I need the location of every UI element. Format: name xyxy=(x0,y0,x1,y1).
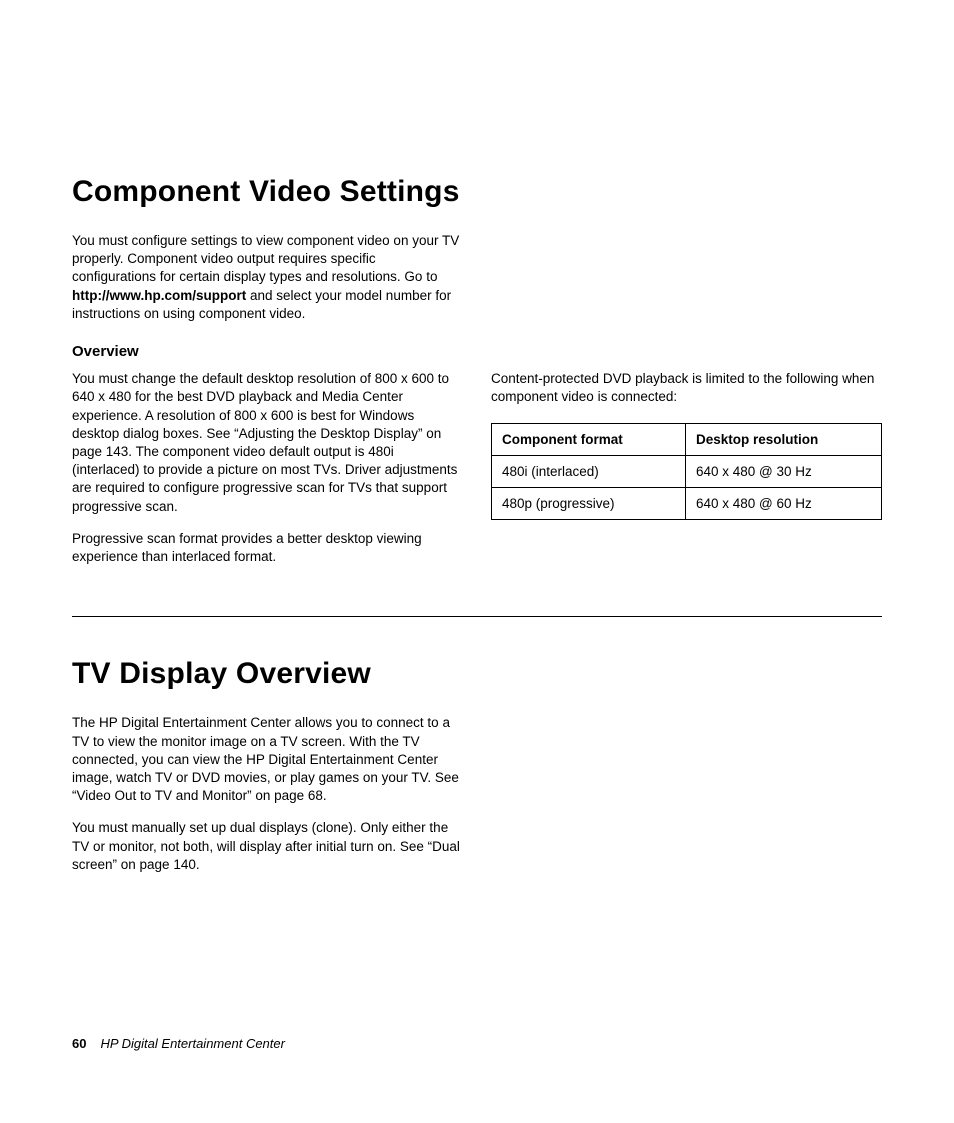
th-resolution: Desktop resolution xyxy=(685,423,881,455)
section1-intro-col-right xyxy=(491,232,882,337)
section1-intro-paragraph: You must configure settings to view comp… xyxy=(72,232,463,323)
section2-p2: You must manually set up dual displays (… xyxy=(72,819,463,874)
overview-p1: You must change the default desktop reso… xyxy=(72,370,463,516)
right-intro: Content-protected DVD playback is limite… xyxy=(491,370,882,406)
section1-intro-col-left: You must configure settings to view comp… xyxy=(72,232,463,337)
td-format: 480p (progressive) xyxy=(492,487,686,519)
section-divider xyxy=(72,616,882,617)
footer-title: HP Digital Entertainment Center xyxy=(100,1036,285,1051)
table-row: 480p (progressive) 640 x 480 @ 60 Hz xyxy=(492,487,882,519)
overview-heading: Overview xyxy=(72,343,882,360)
td-resolution: 640 x 480 @ 30 Hz xyxy=(685,455,881,487)
section2-title: TV Display Overview xyxy=(72,657,882,690)
overview-right-col: Content-protected DVD playback is limite… xyxy=(491,370,882,580)
overview-p2: Progressive scan format provides a bette… xyxy=(72,530,463,566)
table-header-row: Component format Desktop resolution xyxy=(492,423,882,455)
page-number: 60 xyxy=(72,1036,86,1051)
td-format: 480i (interlaced) xyxy=(492,455,686,487)
intro-text-a: You must configure settings to view comp… xyxy=(72,233,459,284)
section2-right-col xyxy=(491,714,882,888)
section2-left-col: The HP Digital Entertainment Center allo… xyxy=(72,714,463,888)
th-format: Component format xyxy=(492,423,686,455)
component-format-table: Component format Desktop resolution 480i… xyxy=(491,423,882,520)
overview-left-col: You must change the default desktop reso… xyxy=(72,370,463,580)
section2-p1: The HP Digital Entertainment Center allo… xyxy=(72,714,463,805)
section1-title: Component Video Settings xyxy=(72,175,882,208)
page-footer: 60 HP Digital Entertainment Center xyxy=(72,1036,285,1051)
page-content: Component Video Settings You must config… xyxy=(72,175,882,888)
table-row: 480i (interlaced) 640 x 480 @ 30 Hz xyxy=(492,455,882,487)
section1-overview-row: You must change the default desktop reso… xyxy=(72,370,882,580)
section2-row: The HP Digital Entertainment Center allo… xyxy=(72,714,882,888)
td-resolution: 640 x 480 @ 60 Hz xyxy=(685,487,881,519)
support-link[interactable]: http://www.hp.com/support xyxy=(72,288,246,303)
section1-intro-row: You must configure settings to view comp… xyxy=(72,232,882,337)
